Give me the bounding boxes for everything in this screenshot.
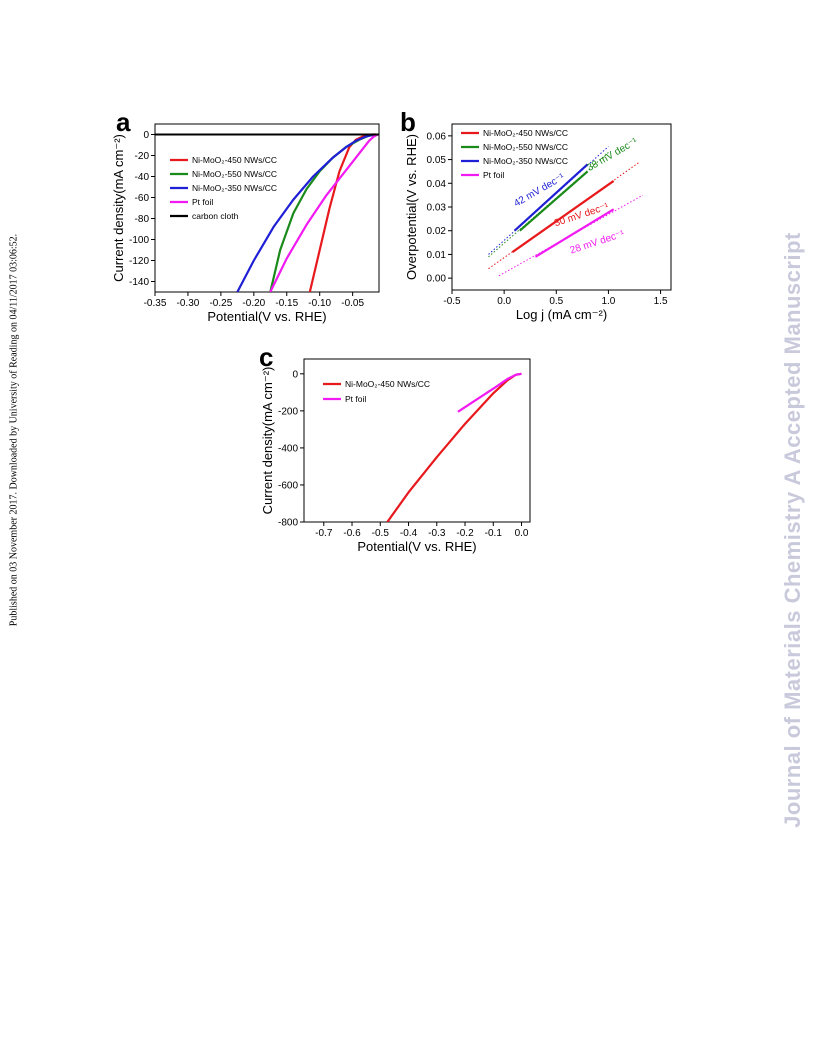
chart-b-ytick-label: 0.05 xyxy=(427,155,447,166)
panel-letter-a: a xyxy=(116,107,131,137)
chart-a-ytick-label: -120 xyxy=(129,256,149,267)
chart-a-xtick-label: -0.05 xyxy=(341,298,364,309)
chart-a-ytick-label: 0 xyxy=(143,130,149,141)
panel-letter-c: c xyxy=(259,342,273,372)
chart-a-xlabel: Potential(V vs. RHE) xyxy=(207,309,326,324)
chart-b-ytick-label: 0.02 xyxy=(427,226,447,237)
chart-c-ytick-label: -600 xyxy=(278,480,298,491)
chart-a-xtick-label: -0.25 xyxy=(209,298,232,309)
chart-c-ytick-label: -400 xyxy=(278,443,298,454)
chart-c-xtick-label: 0.0 xyxy=(515,528,529,539)
chart-b-slope-annotation: 38 mV dec⁻¹ xyxy=(585,136,640,174)
chart-b-legend-label: Pt foil xyxy=(483,170,504,180)
chart-c-frame xyxy=(303,358,531,523)
chart-a-xtick-label: -0.35 xyxy=(144,298,167,309)
chart-a-series-line xyxy=(236,133,376,292)
chart-b-ytick-label: 0.04 xyxy=(427,179,447,190)
chart-b-legend-label: Ni-MoO₂-550 NWs/CC xyxy=(483,142,568,152)
chart-c-xtick-label: -0.5 xyxy=(372,528,390,539)
chart-c-plot-area xyxy=(386,372,522,522)
chart-b-legend-label: Ni-MoO₂-350 NWs/CC xyxy=(483,156,568,166)
chart-b-ytick-label: 0.06 xyxy=(427,131,447,142)
chart-a-legend-label: Ni-MoO₂-350 NWs/CC xyxy=(192,183,277,193)
chart-c: -0.7 -0.6 -0.5 -0.4 -0.3 -0.2 -0.1 0.0 0 -200 -400… xyxy=(260,358,531,554)
chart-c-xtick-label: -0.1 xyxy=(485,528,503,539)
chart-b-series-line xyxy=(511,180,615,253)
chart-a-plot-area xyxy=(155,133,379,292)
chart-a-xtick-label: -0.20 xyxy=(242,298,265,309)
chart-c-xtick-label: -0.2 xyxy=(456,528,474,539)
chart-a-legend-label: carbon cloth xyxy=(192,211,239,221)
chart-b-series-line xyxy=(513,163,589,232)
chart-a: -0.35 -0.30 -0.25 -0.20 -0.15 -0.10 -0.05 0 -20 -… xyxy=(111,123,380,324)
chart-a-xtick-label: -0.30 xyxy=(177,298,200,309)
chart-a-legend-label: Pt foil xyxy=(192,197,213,207)
chart-a-frame xyxy=(154,123,380,293)
chart-a-series-line xyxy=(269,133,379,292)
chart-c-ylabel: Current density(mA cm⁻²) xyxy=(260,367,275,515)
chart-c-legend-label: Pt foil xyxy=(345,394,366,404)
chart-c-xtick-label: -0.6 xyxy=(343,528,361,539)
chart-b-ytick-label: 0.01 xyxy=(427,250,447,261)
chart-a-xtick-label: -0.10 xyxy=(308,298,331,309)
chart-b-xtick-label: 1.0 xyxy=(601,296,615,307)
chart-a-series-line xyxy=(269,133,376,292)
chart-c-legend-label: Ni-MoO₂-450 NWs/CC xyxy=(345,379,430,389)
chart-a-ytick-label: -40 xyxy=(135,172,150,183)
chart-b-ytick-label: 0.00 xyxy=(427,274,447,285)
chart-b: -0.5 0.0 0.5 1.0 1.5 0.00 0.01 0.02 0.03 0.04 0.05… xyxy=(404,123,672,322)
chart-a-series-line xyxy=(308,133,376,292)
chart-b-xtick-label: 0.5 xyxy=(549,296,563,307)
chart-b-ytick-label: 0.03 xyxy=(427,203,447,214)
chart-c-ytick-label: 0 xyxy=(292,369,298,380)
chart-b-plot-area xyxy=(488,146,644,277)
chart-a-ytick-label: -20 xyxy=(135,151,150,162)
chart-b-xtick-label: 1.5 xyxy=(654,296,668,307)
chart-a-ytick-label: -140 xyxy=(129,277,149,288)
chart-b-fit-line xyxy=(498,194,644,277)
chart-c-ytick-label: -200 xyxy=(278,406,298,417)
chart-b-fit-line xyxy=(488,161,641,270)
chart-c-series-line xyxy=(386,372,522,522)
chart-a-ytick-label: -60 xyxy=(135,193,150,204)
chart-b-xlabel: Log j (mA cm⁻²) xyxy=(516,307,607,322)
chart-c-xtick-label: -0.3 xyxy=(428,528,446,539)
chart-a-legend-label: Ni-MoO₂-450 NWs/CC xyxy=(192,155,277,165)
chart-c-series-line xyxy=(457,372,522,413)
panel-letter-b: b xyxy=(400,107,416,137)
chart-b-series-line xyxy=(534,208,615,258)
chart-b-ylabel: Overpotential(V vs. RHE) xyxy=(404,134,419,280)
chart-b-xtick-label: 0.0 xyxy=(497,296,511,307)
chart-a-ytick-label: -80 xyxy=(135,214,150,225)
chart-b-series-line xyxy=(519,170,589,232)
chart-c-xtick-label: -0.4 xyxy=(400,528,418,539)
chart-a-ylabel: Current density(mA cm⁻²) xyxy=(111,134,126,282)
chart-c-xlabel: Potential(V vs. RHE) xyxy=(357,539,476,554)
chart-b-xtick-label: -0.5 xyxy=(443,296,461,307)
chart-a-xtick-label: -0.15 xyxy=(275,298,298,309)
chart-a-legend-label: Ni-MoO₂-550 NWs/CC xyxy=(192,169,277,179)
chart-c-xtick-label: -0.7 xyxy=(315,528,333,539)
chart-a-ytick-label: -100 xyxy=(129,235,149,246)
chart-b-legend-label: Ni-MoO₂-450 NWs/CC xyxy=(483,128,568,138)
chart-c-ytick-label: -800 xyxy=(278,518,298,529)
